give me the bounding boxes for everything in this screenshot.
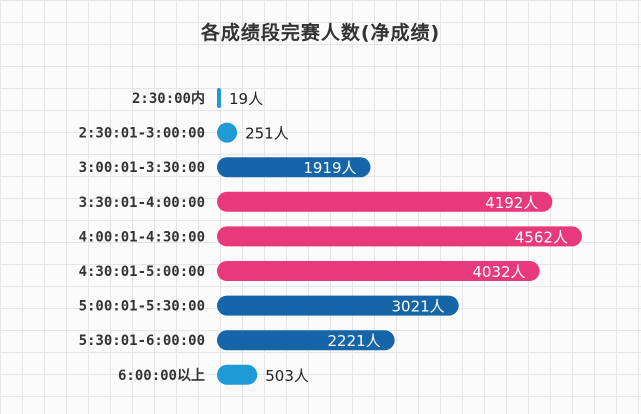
category-label: 3:30:01-4:00:00 — [79, 195, 205, 211]
category-label: 5:30:01-6:00:00 — [79, 333, 205, 349]
bar — [217, 157, 371, 178]
category-label: 5:00:01-5:30:00 — [79, 299, 205, 315]
bar — [217, 88, 221, 108]
bar — [217, 364, 258, 385]
data-label: 4032人 — [472, 263, 525, 281]
data-label: 251人 — [245, 125, 289, 143]
bar — [217, 122, 238, 143]
data-label: 1919人 — [303, 159, 356, 177]
data-label: 503人 — [265, 367, 309, 385]
category-label: 4:30:01-5:00:00 — [79, 264, 205, 280]
bar — [217, 330, 395, 351]
bar — [217, 261, 540, 281]
data-label: 3021人 — [391, 298, 444, 316]
data-label: 4562人 — [515, 228, 568, 246]
data-label: 19人 — [229, 90, 263, 108]
category-label: 2:30:01-3:00:00 — [79, 126, 205, 142]
category-label: 2:30:00内 — [132, 90, 205, 107]
category-label: 6:00:00以上 — [118, 368, 205, 384]
bar — [217, 191, 553, 212]
category-label: 3:00:01-3:30:00 — [79, 160, 205, 176]
bar — [217, 226, 582, 247]
chart-title: 各成绩段完赛人数(净成绩) — [200, 22, 441, 44]
category-label: 4:00:01-4:30:00 — [79, 229, 205, 245]
data-label: 4192人 — [485, 194, 538, 212]
data-label: 2221人 — [327, 332, 380, 350]
bar — [217, 295, 459, 316]
